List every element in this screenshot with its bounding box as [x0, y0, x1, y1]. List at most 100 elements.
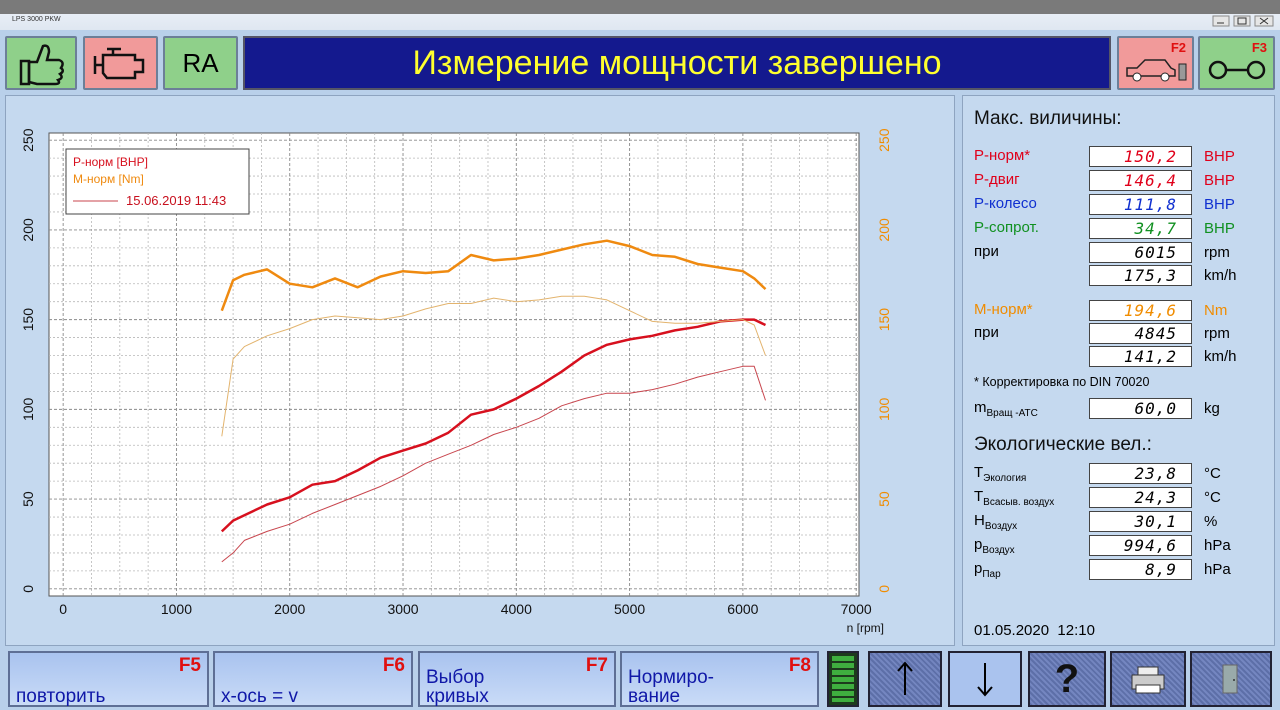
- function-button[interactable]: F5 повторить: [8, 651, 209, 707]
- printer-icon: [1131, 666, 1165, 694]
- unit-label: Nm: [1204, 302, 1228, 319]
- f2-button[interactable]: F2: [1117, 36, 1194, 90]
- legend-box: [65, 148, 250, 215]
- row-label-text: M-норм*: [974, 301, 1033, 318]
- row-label: pВоздух: [974, 536, 1015, 556]
- unit-label: hPa: [1204, 561, 1231, 578]
- row-label-sub: Воздух: [982, 545, 1015, 556]
- up-button[interactable]: [868, 651, 942, 707]
- y-tick-label: 150: [20, 308, 36, 332]
- ok-button[interactable]: [5, 36, 77, 90]
- function-button[interactable]: F7 Выбор кривых: [418, 651, 616, 707]
- unit-label: kg: [1204, 400, 1220, 417]
- f3-key: F3: [1251, 40, 1267, 55]
- unit-label: BHP: [1204, 148, 1235, 165]
- print-button[interactable]: [1110, 651, 1186, 707]
- row-label-text: при: [974, 324, 999, 341]
- row-label: M-норм*: [974, 301, 1033, 318]
- x-tick-label: 5000: [614, 601, 645, 617]
- window-title: LPS 3000 PKW: [12, 16, 61, 23]
- row-label-sub: Экология: [983, 473, 1027, 484]
- row-label-text: T: [974, 464, 984, 481]
- unit-label: hPa: [1204, 537, 1231, 554]
- unit-label: °C: [1204, 465, 1221, 482]
- unit-label: km/h: [1204, 267, 1237, 284]
- legend-entry: 15.06.2019 11:43: [126, 193, 226, 208]
- y-tick-label: 100: [20, 397, 36, 421]
- value-box: 194,6: [1089, 300, 1192, 321]
- row-label: TЭкология: [974, 464, 1026, 484]
- y-tick-label: 250: [20, 128, 36, 152]
- footnote: * Корректировка по DIN 70020: [974, 375, 1150, 389]
- row-label-text: m: [974, 399, 987, 416]
- y-tick-label: 200: [20, 218, 36, 242]
- exit-button[interactable]: [1190, 651, 1272, 707]
- legend-entry: M-норм [Nm]: [73, 172, 144, 186]
- function-button[interactable]: F6 x-ось = v: [213, 651, 413, 707]
- row-label-text: p: [974, 536, 983, 553]
- series-line: [221, 295, 766, 437]
- row-label-text: P-норм*: [974, 147, 1031, 164]
- value-box: 24,3: [1089, 487, 1192, 508]
- value-box: 6015: [1089, 242, 1192, 263]
- value-box: 150,2: [1089, 146, 1192, 167]
- row-label-text: при: [974, 243, 999, 260]
- row-label-text: H: [974, 512, 985, 529]
- row-label-sub: Вращ -АТС: [986, 408, 1038, 419]
- row-label: pПар: [974, 560, 1001, 580]
- value-box: 175,3: [1089, 265, 1192, 286]
- unit-label: rpm: [1204, 325, 1230, 342]
- row-label-text: P-колесо: [974, 195, 1037, 212]
- f3-button[interactable]: F3: [1198, 36, 1275, 90]
- row-label-sub: Всасыв. воздух: [983, 497, 1055, 508]
- series-line: [221, 365, 766, 563]
- values-panel: Макс. виличины: P-норм* 150,2 BHP P-двиг 146,…: [962, 95, 1275, 646]
- y2-tick-label: 0: [876, 585, 892, 593]
- unit-label: BHP: [1204, 220, 1235, 237]
- y-tick-label: 50: [20, 491, 36, 507]
- door-icon: [1222, 664, 1238, 694]
- title-bar: [0, 0, 1280, 30]
- row-label-text: p: [974, 560, 983, 577]
- ra-button[interactable]: RA: [163, 36, 238, 90]
- row-label-sub: Пар: [982, 569, 1001, 580]
- row-label: mВращ -АТС: [974, 399, 1038, 419]
- x-tick-label: 7000: [841, 601, 872, 617]
- value-box: 141,2: [1089, 346, 1192, 367]
- row-label-text: T: [974, 488, 984, 505]
- thumb-icon: [19, 44, 64, 86]
- x-axis-label: n [rpm]: [847, 621, 884, 635]
- down-button[interactable]: [948, 651, 1022, 707]
- function-label: Выбор: [426, 667, 485, 688]
- function-label: кривых: [426, 686, 489, 707]
- row-label: при: [974, 324, 999, 341]
- chart: 0 1000 2000 3000 4000 5000 6000 700005010015020…: [20, 128, 892, 635]
- unit-label: km/h: [1204, 348, 1237, 365]
- function-key: F8: [788, 655, 811, 676]
- y-tick-label: 0: [20, 585, 36, 593]
- engine-icon: [93, 47, 145, 80]
- y2-tick-label: 250: [876, 128, 892, 152]
- help-button[interactable]: ?: [1028, 651, 1106, 707]
- x-tick-label: 2000: [274, 601, 305, 617]
- row-label-text: P-двиг: [974, 171, 1020, 188]
- function-label: Нормиро-: [628, 667, 714, 688]
- value-box: 111,8: [1089, 194, 1192, 215]
- unit-label: BHP: [1204, 196, 1235, 213]
- function-key: F7: [585, 655, 608, 676]
- function-button[interactable]: F8 Нормиро-вание: [620, 651, 819, 707]
- panel-title: Макс. виличины:: [974, 108, 1122, 129]
- row-label-sub: Воздух: [984, 521, 1018, 532]
- series-line: [220, 318, 767, 533]
- f2-key: F2: [1170, 40, 1186, 55]
- row-label: P-колесо: [974, 195, 1037, 212]
- function-label: вание: [628, 686, 681, 707]
- x-tick-label: 0: [59, 601, 67, 617]
- engine-button[interactable]: [83, 36, 158, 90]
- y2-tick-label: 50: [876, 491, 892, 507]
- row-label-text: P-сопрот.: [974, 219, 1039, 236]
- datetime: 01.05.2020 12:10: [974, 622, 1095, 639]
- window-controls[interactable]: [1212, 15, 1276, 27]
- legend-entry: P-норм [BHP]: [73, 155, 148, 169]
